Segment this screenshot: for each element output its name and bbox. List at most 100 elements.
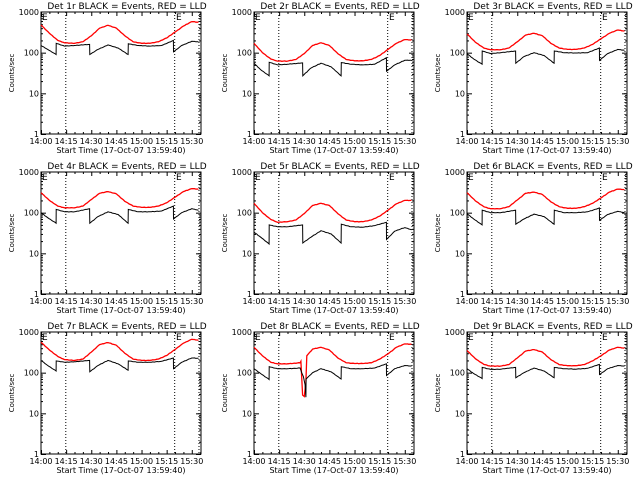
y-tick-label: 1000 — [19, 328, 39, 337]
event-marker: E — [602, 333, 608, 343]
event-marker: E — [602, 13, 608, 23]
y-axis-label: Counts/sec — [434, 374, 442, 413]
x-axis-label: Start Time (17-Oct-07 13:59:40) — [482, 306, 611, 315]
event-marker: E — [255, 13, 261, 23]
event-marker: E — [42, 333, 48, 343]
chart-title: Det 5r BLACK = Events, RED = LLD — [260, 162, 419, 172]
x-tick-label: 15:00 — [130, 297, 153, 306]
y-axis-label: Counts/sec — [434, 54, 442, 93]
y-tick-label: 10 — [29, 249, 39, 258]
event-marker: E — [602, 173, 608, 183]
lld-series-line — [466, 188, 625, 210]
y-tick-label: 10 — [29, 89, 39, 98]
x-tick-label: 15:15 — [581, 297, 604, 306]
plot-frame — [40, 171, 202, 295]
x-tick-label: 15:15 — [155, 457, 178, 466]
x-tick-label: 15:30 — [606, 137, 629, 146]
detector-chart: Det 1r BLACK = Events, RED = LLD 14:00 14:… — [8, 2, 207, 155]
y-tick-label: 1 — [34, 290, 39, 299]
x-tick-label: 14:00 — [242, 297, 265, 306]
x-tick-label: 14:45 — [105, 297, 128, 306]
detector-panel-3: Det 3r BLACK = Events, RED = LLD 14:00 14:… — [426, 0, 639, 160]
y-tick-label: 100 — [450, 369, 465, 378]
detector-panel-8: Det 8r BLACK = Events, RED = LLD 14:00 14:… — [213, 320, 426, 480]
lld-series-line — [466, 346, 625, 367]
x-tick-label: 15:00 — [130, 137, 153, 146]
y-axis-label: Counts/sec — [8, 214, 16, 253]
lld-series-line — [40, 338, 199, 362]
plot-frame — [466, 11, 628, 135]
y-tick-label: 100 — [24, 369, 39, 378]
y-tick-label: 1000 — [445, 168, 465, 177]
x-axis-label: Start Time (17-Oct-07 13:59:40) — [269, 306, 398, 315]
y-axis-label: Counts/sec — [221, 374, 229, 413]
y-axis-label: Counts/sec — [221, 54, 229, 93]
y-tick-label: 10 — [242, 249, 252, 258]
events-series-line — [253, 363, 412, 398]
y-tick-label: 10 — [242, 409, 252, 418]
event-marker: E — [389, 333, 395, 343]
x-tick-label: 14:15 — [481, 297, 504, 306]
y-tick-label: 1 — [247, 290, 252, 299]
plot-frame — [40, 11, 202, 135]
x-tick-label: 15:30 — [393, 297, 416, 306]
x-tick-label: 14:00 — [29, 137, 52, 146]
event-marker: E — [389, 13, 395, 23]
plot-frame — [466, 331, 628, 455]
lld-series-line — [40, 20, 199, 45]
x-axis-label: Start Time (17-Oct-07 13:59:40) — [56, 466, 185, 475]
x-tick-label: 15:00 — [556, 457, 579, 466]
x-axis-label: Start Time (17-Oct-07 13:59:40) — [269, 466, 398, 475]
lld-series-line — [466, 29, 625, 51]
x-tick-label: 14:00 — [29, 297, 52, 306]
x-tick-label: 15:00 — [343, 457, 366, 466]
chart-title: Det 4r BLACK = Events, RED = LLD — [47, 162, 206, 172]
x-tick-label: 14:15 — [268, 137, 291, 146]
events-series-line — [253, 56, 412, 77]
x-tick-label: 14:30 — [80, 137, 103, 146]
plot-frame — [40, 331, 202, 455]
x-tick-label: 14:45 — [531, 457, 554, 466]
y-tick-label: 100 — [450, 49, 465, 58]
chart-title: Det 2r BLACK = Events, RED = LLD — [260, 2, 419, 12]
x-tick-label: 15:00 — [130, 457, 153, 466]
x-tick-label: 14:15 — [55, 297, 78, 306]
detector-panel-6: Det 6r BLACK = Events, RED = LLD 14:00 14:… — [426, 160, 639, 320]
y-tick-label: 10 — [242, 89, 252, 98]
detector-panel-7: Det 7r BLACK = Events, RED = LLD 14:00 14:… — [0, 320, 213, 480]
x-tick-label: 14:30 — [293, 137, 316, 146]
y-tick-label: 100 — [24, 209, 39, 218]
detector-panel-9: Det 9r BLACK = Events, RED = LLD 14:00 14:… — [426, 320, 639, 480]
y-tick-label: 1 — [460, 290, 465, 299]
event-marker: E — [176, 13, 182, 23]
x-tick-label: 14:30 — [293, 297, 316, 306]
x-tick-label: 14:00 — [29, 457, 52, 466]
y-tick-label: 1000 — [445, 8, 465, 17]
y-axis-label: Counts/sec — [434, 214, 442, 253]
y-tick-label: 1000 — [19, 8, 39, 17]
x-axis-label: Start Time (17-Oct-07 13:59:40) — [482, 146, 611, 155]
events-series-line — [466, 47, 625, 66]
x-tick-label: 15:15 — [368, 137, 391, 146]
events-series-line — [253, 221, 412, 246]
x-tick-label: 14:30 — [506, 137, 529, 146]
y-tick-label: 100 — [237, 49, 252, 58]
event-marker: E — [468, 13, 474, 23]
chart-title: Det 1r BLACK = Events, RED = LLD — [47, 2, 206, 12]
lld-series-line — [253, 343, 412, 398]
x-tick-label: 15:30 — [606, 457, 629, 466]
plot-frame — [253, 331, 415, 455]
event-marker: E — [255, 333, 261, 343]
x-tick-label: 15:30 — [180, 297, 203, 306]
chart-title: Det 9r BLACK = Events, RED = LLD — [473, 322, 632, 332]
y-tick-label: 1000 — [232, 168, 252, 177]
y-tick-label: 1 — [460, 450, 465, 459]
lld-series-line — [253, 38, 412, 62]
x-tick-label: 15:15 — [155, 297, 178, 306]
event-marker: E — [176, 333, 182, 343]
event-marker: E — [389, 173, 395, 183]
